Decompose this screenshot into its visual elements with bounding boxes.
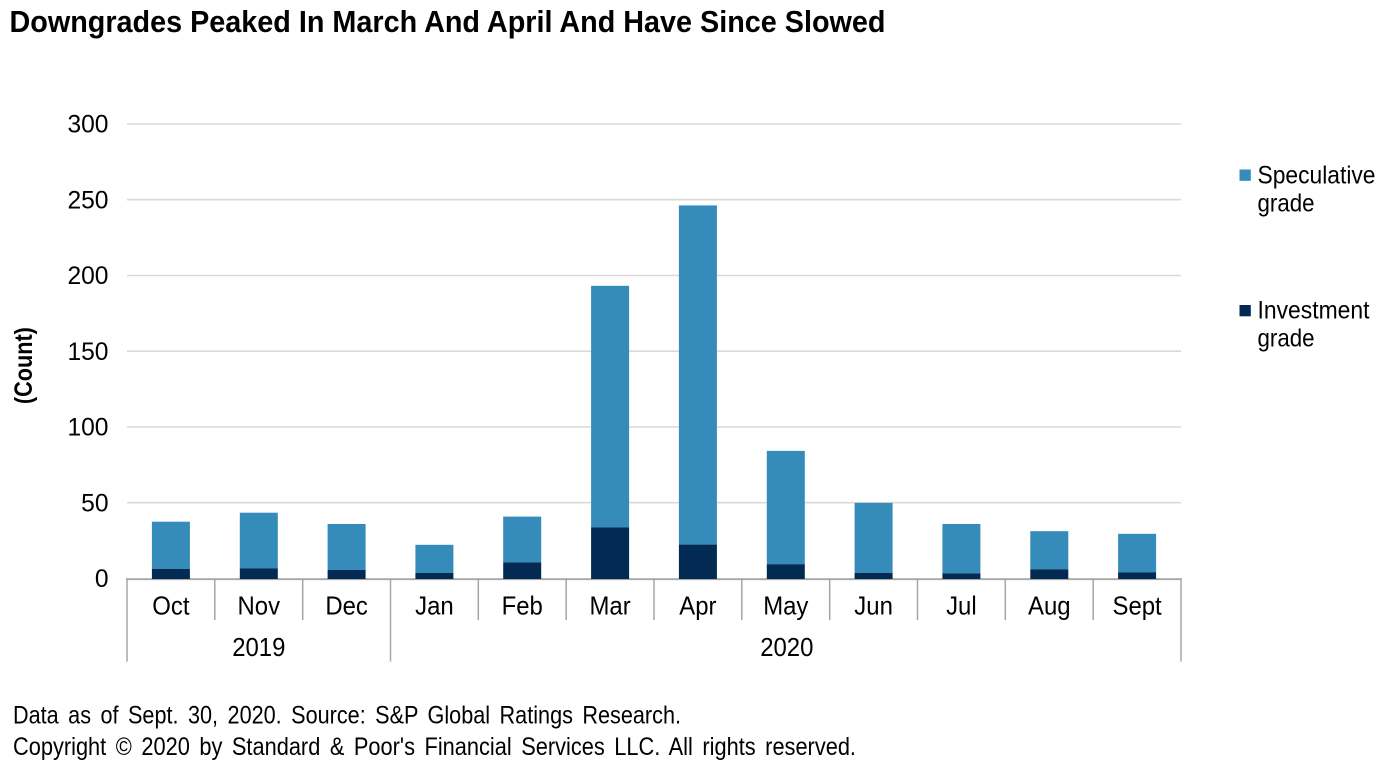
svg-text:grade: grade	[1258, 191, 1315, 218]
svg-text:100: 100	[67, 415, 108, 442]
svg-text:(Count): (Count)	[11, 327, 38, 404]
svg-text:200: 200	[67, 263, 108, 290]
svg-text:Apr: Apr	[679, 591, 717, 621]
svg-text:150: 150	[67, 339, 108, 366]
svg-text:2019: 2019	[232, 632, 285, 662]
svg-text:Jul: Jul	[946, 591, 977, 621]
svg-text:Jan: Jan	[415, 591, 454, 621]
svg-text:Aug: Aug	[1028, 591, 1071, 621]
svg-text:Speculative: Speculative	[1258, 163, 1376, 190]
svg-text:Downgrades Peaked In March And: Downgrades Peaked In March And April And…	[10, 4, 886, 39]
svg-text:Nov: Nov	[238, 591, 281, 621]
svg-text:Investment: Investment	[1258, 298, 1370, 325]
svg-text:50: 50	[81, 490, 108, 517]
svg-text:Oct: Oct	[152, 591, 190, 621]
svg-text:May: May	[763, 591, 808, 621]
svg-text:Data as of Sept. 30, 2020. Sou: Data as of Sept. 30, 2020. Source: S&P G…	[13, 702, 681, 730]
svg-text:Dec: Dec	[325, 591, 368, 621]
svg-text:2020: 2020	[760, 632, 813, 662]
svg-text:300: 300	[67, 112, 108, 139]
svg-text:0: 0	[95, 566, 109, 593]
svg-text:Jun: Jun	[854, 591, 893, 621]
svg-text:Sept: Sept	[1113, 591, 1163, 621]
svg-text:250: 250	[67, 187, 108, 214]
svg-text:Mar: Mar	[590, 591, 632, 621]
svg-text:Copyright © 2020 by Standard &: Copyright © 2020 by Standard & Poor's Fi…	[13, 733, 856, 761]
svg-text:grade: grade	[1258, 326, 1315, 353]
svg-text:Feb: Feb	[502, 591, 543, 621]
